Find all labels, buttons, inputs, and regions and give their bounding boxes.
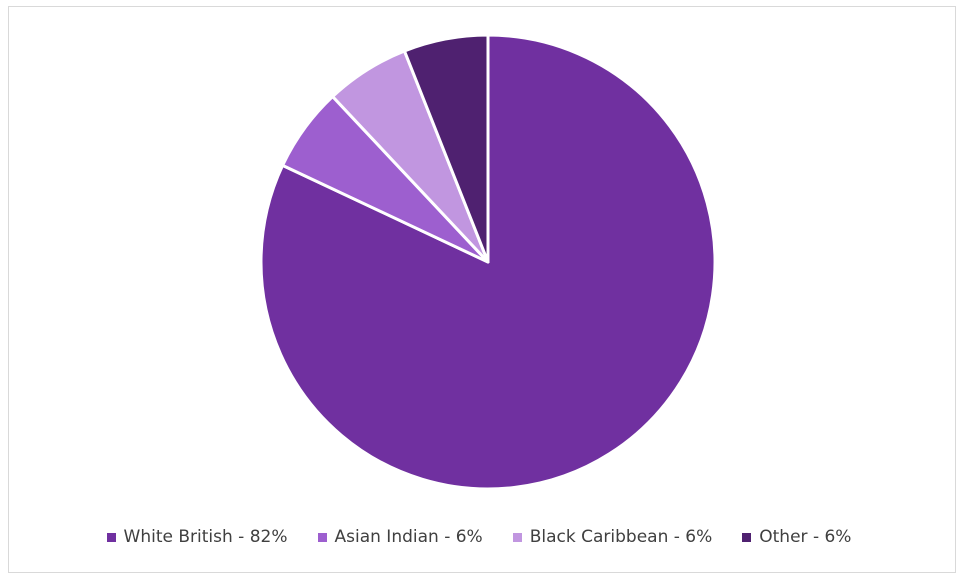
legend-item-black-caribbean: Black Caribbean - 6% [512,527,713,547]
legend-swatch-asian-indian [317,532,327,542]
legend-item-asian-indian: Asian Indian - 6% [317,527,483,547]
pie-slice-other [402,33,490,264]
legend-item-white-british: White British - 82% [106,527,288,547]
legend-swatch-white-british [106,532,116,542]
chart-legend: White British - 82% Asian Indian - 6% Bl… [0,527,958,547]
legend-item-other: Other - 6% [742,527,851,547]
legend-label-asian-indian: Asian Indian - 6% [334,527,483,547]
legend-swatch-other [742,532,752,542]
pie-slice-white-british [259,33,717,491]
legend-label-other: Other - 6% [759,527,852,547]
legend-swatch-black-caribbean [512,532,522,542]
legend-label-white-british: White British - 82% [123,527,288,547]
legend-label-black-caribbean: Black Caribbean - 6% [529,527,713,547]
